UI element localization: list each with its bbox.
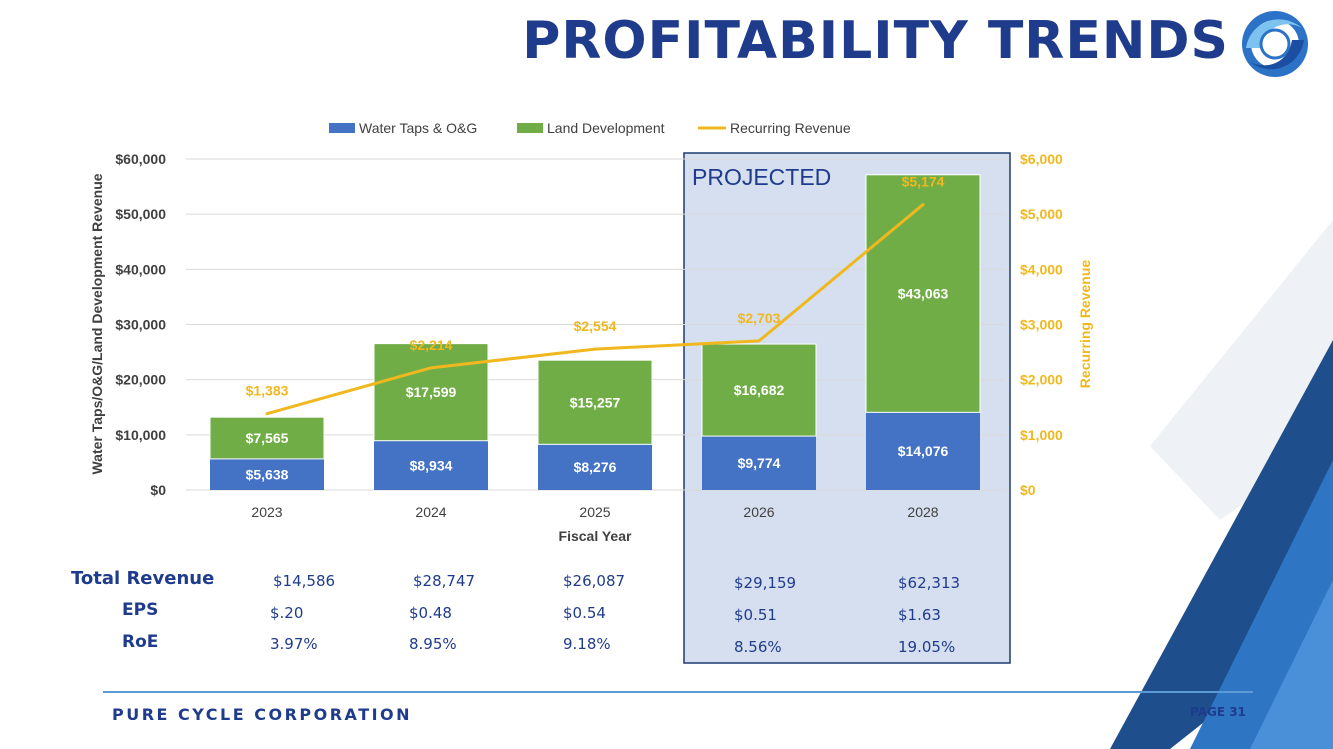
water-data-label: $5,638 — [246, 466, 289, 482]
eps-2024: $0.48 — [409, 604, 452, 622]
x-tick-label: 2028 — [907, 504, 938, 520]
y2-tick-label: $5,000 — [1020, 206, 1063, 222]
y-tick-label: $10,000 — [115, 427, 166, 443]
total-revenue-2026: $29,159 — [734, 574, 797, 592]
company-logo-icon — [1242, 11, 1308, 77]
roe-label: RoE — [122, 632, 159, 652]
total-revenue-2024: $28,747 — [413, 572, 476, 590]
recurring-point — [757, 339, 761, 343]
page-title: PROFITABILITY TRENDS — [522, 11, 1229, 71]
water-data-label: $8,934 — [410, 457, 453, 473]
recurring-point — [921, 203, 925, 207]
y-tick-label: $60,000 — [115, 151, 166, 167]
eps-2023: $.20 — [270, 604, 304, 622]
total-revenue-2025: $26,087 — [563, 572, 626, 590]
y-tick-label: $30,000 — [115, 317, 166, 333]
legend-land-swatch — [517, 123, 543, 133]
recurring-data-label: $1,383 — [246, 383, 289, 399]
eps-label: EPS — [122, 600, 159, 620]
x-axis-title: Fiscal Year — [559, 528, 632, 544]
land-data-label: $15,257 — [570, 394, 621, 410]
legend-land-label: Land Development — [547, 120, 665, 136]
bar-land-development — [865, 174, 981, 413]
total-revenue-2023: $14,586 — [273, 572, 336, 590]
company-name: PURE CYCLE CORPORATION — [112, 705, 413, 724]
eps-2028: $1.63 — [898, 606, 941, 624]
bar-water-taps — [866, 412, 980, 490]
water-data-label: $14,076 — [898, 443, 949, 459]
legend-water-swatch — [329, 123, 355, 133]
total-revenue-label: Total Revenue — [71, 568, 215, 589]
projected-label: PROJECTED — [692, 164, 831, 190]
y-tick-label: $20,000 — [115, 372, 166, 388]
legend-recurring-label: Recurring Revenue — [730, 120, 851, 136]
roe-2024: 8.95% — [409, 635, 457, 653]
bar-land-development — [209, 416, 325, 460]
y2-tick-label: $4,000 — [1020, 261, 1063, 277]
recurring-data-label: $2,554 — [574, 318, 617, 334]
y2-axis-title: Recurring Revenue — [1077, 260, 1093, 389]
y2-tick-label: $3,000 — [1020, 317, 1063, 333]
land-data-label: $7,565 — [246, 430, 289, 446]
x-tick-label: 2023 — [251, 504, 282, 520]
footer-divider — [103, 691, 1253, 693]
y-tick-label: $0 — [150, 482, 166, 498]
roe-2025: 9.18% — [563, 635, 611, 653]
recurring-point — [593, 347, 597, 351]
total-revenue-2028: $62,313 — [898, 574, 961, 592]
legend-water-label: Water Taps & O&G — [359, 120, 477, 136]
land-data-label: $17,599 — [406, 384, 457, 400]
recurring-data-label: $2,214 — [410, 337, 453, 353]
roe-2026: 8.56% — [734, 638, 782, 656]
bar-water-taps — [538, 444, 652, 490]
bar-water-taps — [374, 440, 488, 490]
y-axis-title: Water Taps/O&G/Land Development Revenue — [89, 173, 105, 474]
land-data-label: $43,063 — [898, 286, 949, 302]
recurring-point — [429, 366, 433, 370]
bar-land-development — [701, 343, 817, 437]
y2-tick-label: $2,000 — [1020, 372, 1063, 388]
land-data-label: $16,682 — [734, 382, 785, 398]
roe-2023: 3.97% — [270, 635, 318, 653]
page-number: PAGE 31 — [1190, 705, 1246, 719]
y-tick-label: $50,000 — [115, 206, 166, 222]
bar-land-development — [373, 343, 489, 442]
eps-2025: $0.54 — [563, 604, 606, 622]
recurring-data-label: $2,703 — [738, 310, 781, 326]
x-tick-label: 2024 — [415, 504, 446, 520]
y2-tick-label: $6,000 — [1020, 151, 1063, 167]
water-data-label: $9,774 — [738, 455, 781, 471]
water-data-label: $8,276 — [574, 459, 617, 475]
roe-2028: 19.05% — [898, 638, 956, 656]
x-tick-label: 2025 — [579, 504, 610, 520]
eps-2026: $0.51 — [734, 606, 777, 624]
recurring-point — [265, 412, 269, 416]
y2-tick-label: $0 — [1020, 482, 1036, 498]
y-tick-label: $40,000 — [115, 261, 166, 277]
recurring-data-label: $5,174 — [902, 174, 945, 190]
decorative-corner-graphic — [1110, 220, 1333, 749]
y2-tick-label: $1,000 — [1020, 427, 1063, 443]
bar-water-taps — [210, 458, 324, 490]
bar-water-taps — [702, 436, 816, 490]
x-tick-label: 2026 — [743, 504, 774, 520]
bar-land-development — [537, 359, 653, 445]
